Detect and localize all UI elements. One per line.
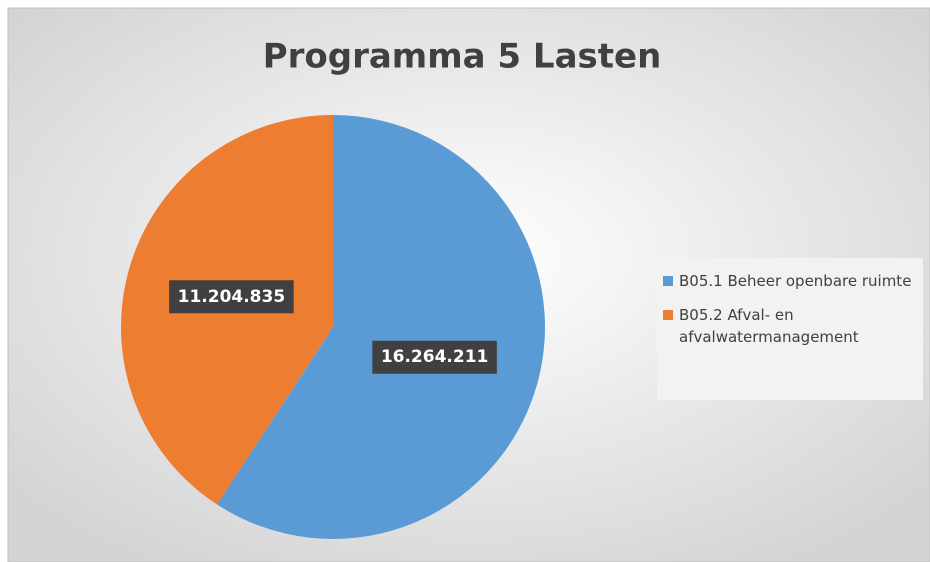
pie-slice <box>217 115 545 539</box>
chart-title: Programma 5 Lasten <box>263 37 662 77</box>
legend-label: B05.1 Beheer openbare ruimte <box>679 272 912 290</box>
data-label: 11.204.835 <box>178 287 286 307</box>
legend-label: B05.2 Afval- en afvalwatermanagement <box>679 306 859 346</box>
legend: B05.1 Beheer openbare ruimte B05.2 Afval-… <box>657 258 923 400</box>
data-label-box <box>169 280 294 314</box>
legend-swatch <box>663 276 673 286</box>
legend-item: B05.1 Beheer openbare ruimte <box>663 270 917 292</box>
legend-swatch <box>663 310 673 320</box>
data-label: 16.264.211 <box>381 347 489 367</box>
data-label-box <box>372 340 497 374</box>
legend-item: B05.2 Afval- en afvalwatermanagement <box>663 304 917 348</box>
